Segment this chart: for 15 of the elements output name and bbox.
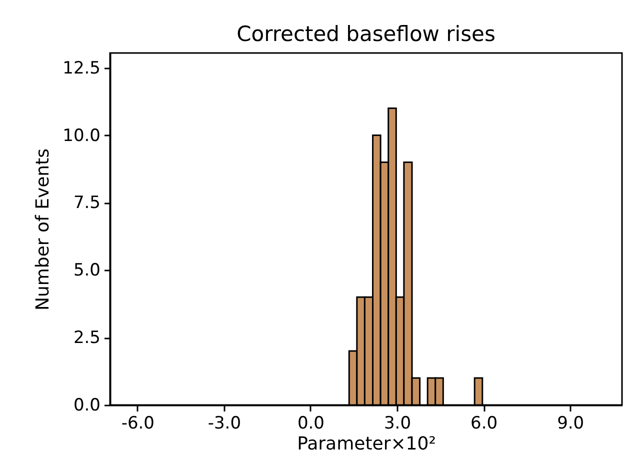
y-tick-label: 7.5 (73, 193, 100, 214)
y-axis-title: Number of Events (32, 148, 54, 311)
y-tick-label: 0.0 (73, 396, 100, 416)
y-tick-label: 5.0 (73, 260, 100, 281)
y-tick-label: 10.0 (62, 126, 100, 146)
x-axis-title: Parameter×10² (297, 434, 436, 454)
x-tick-label: 9.0 (557, 414, 584, 434)
y-tick-label: 2.5 (73, 328, 100, 348)
y-tick-label: 12.5 (62, 58, 100, 78)
chart-title: Corrected baseflow rises (236, 22, 496, 46)
x-tick-label: -3.0 (208, 414, 242, 434)
x-tick-label: 6.0 (470, 414, 498, 434)
x-tick-label: 3.0 (384, 414, 412, 434)
x-tick-label: -6.0 (121, 414, 154, 434)
x-tick-label: 0.0 (297, 414, 324, 434)
